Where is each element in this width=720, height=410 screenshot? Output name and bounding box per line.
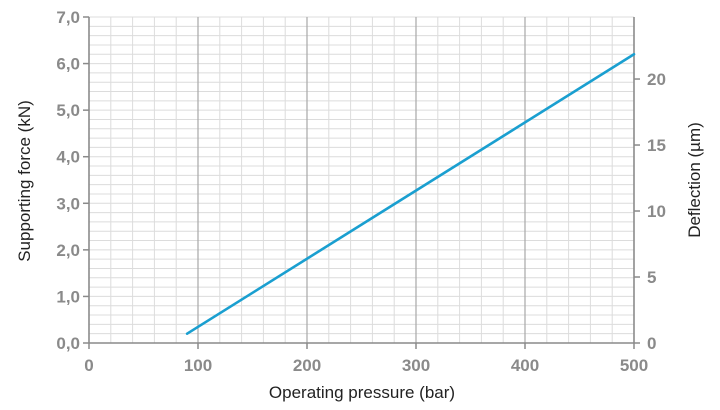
y-tick-label: 0,0 <box>56 334 80 353</box>
y-tick-label: 1,0 <box>56 287 80 306</box>
y-tick-label: 3,0 <box>56 194 80 213</box>
y2-tick-label: 5 <box>647 268 656 287</box>
y-tick-label: 2,0 <box>56 241 80 260</box>
y2-tick-label: 15 <box>647 136 666 155</box>
x-tick-label: 200 <box>293 356 321 375</box>
x-tick-label: 0 <box>84 356 93 375</box>
y-tick-label: 6,0 <box>56 55 80 74</box>
x-tick-label: 300 <box>402 356 430 375</box>
y2-axis-title: Deflection (µm) <box>685 122 704 238</box>
y2-tick-label: 20 <box>647 70 666 89</box>
x-tick-label: 500 <box>620 356 648 375</box>
grid <box>88 16 635 344</box>
x-tick-label: 100 <box>184 356 212 375</box>
x-tick-label: 400 <box>511 356 539 375</box>
x-axis-title: Operating pressure (bar) <box>269 383 455 402</box>
y-tick-label: 4,0 <box>56 148 80 167</box>
series-line <box>185 52 636 335</box>
series-layer <box>185 52 636 335</box>
y2-tick-label: 10 <box>647 202 666 221</box>
axes <box>83 16 640 349</box>
y-axis-title: Supporting force (kN) <box>15 100 34 262</box>
y-tick-label: 7,0 <box>56 8 80 27</box>
y-tick-label: 5,0 <box>56 101 80 120</box>
y2-tick-label: 0 <box>647 334 656 353</box>
